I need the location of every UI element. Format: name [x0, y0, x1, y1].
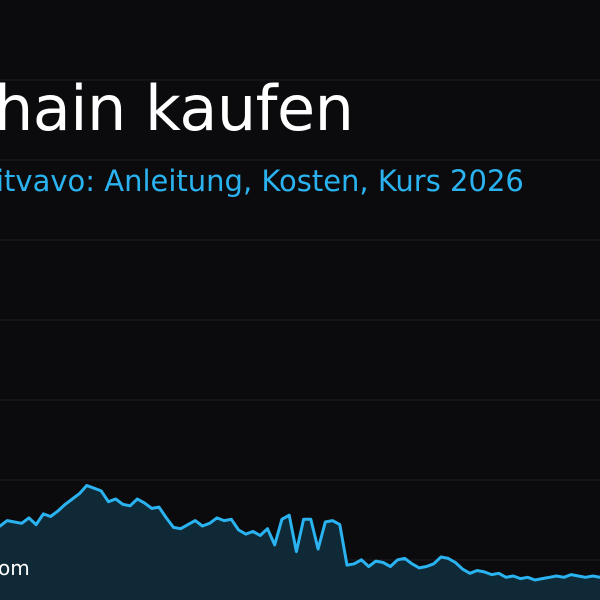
- price-area-fill: [0, 485, 600, 600]
- page-title: hain kaufen: [0, 72, 354, 145]
- page-subtitle: itvavo: Anleitung, Kosten, Kurs 2026: [0, 164, 524, 198]
- site-footer-text: om: [0, 556, 30, 580]
- price-line: [0, 484, 600, 582]
